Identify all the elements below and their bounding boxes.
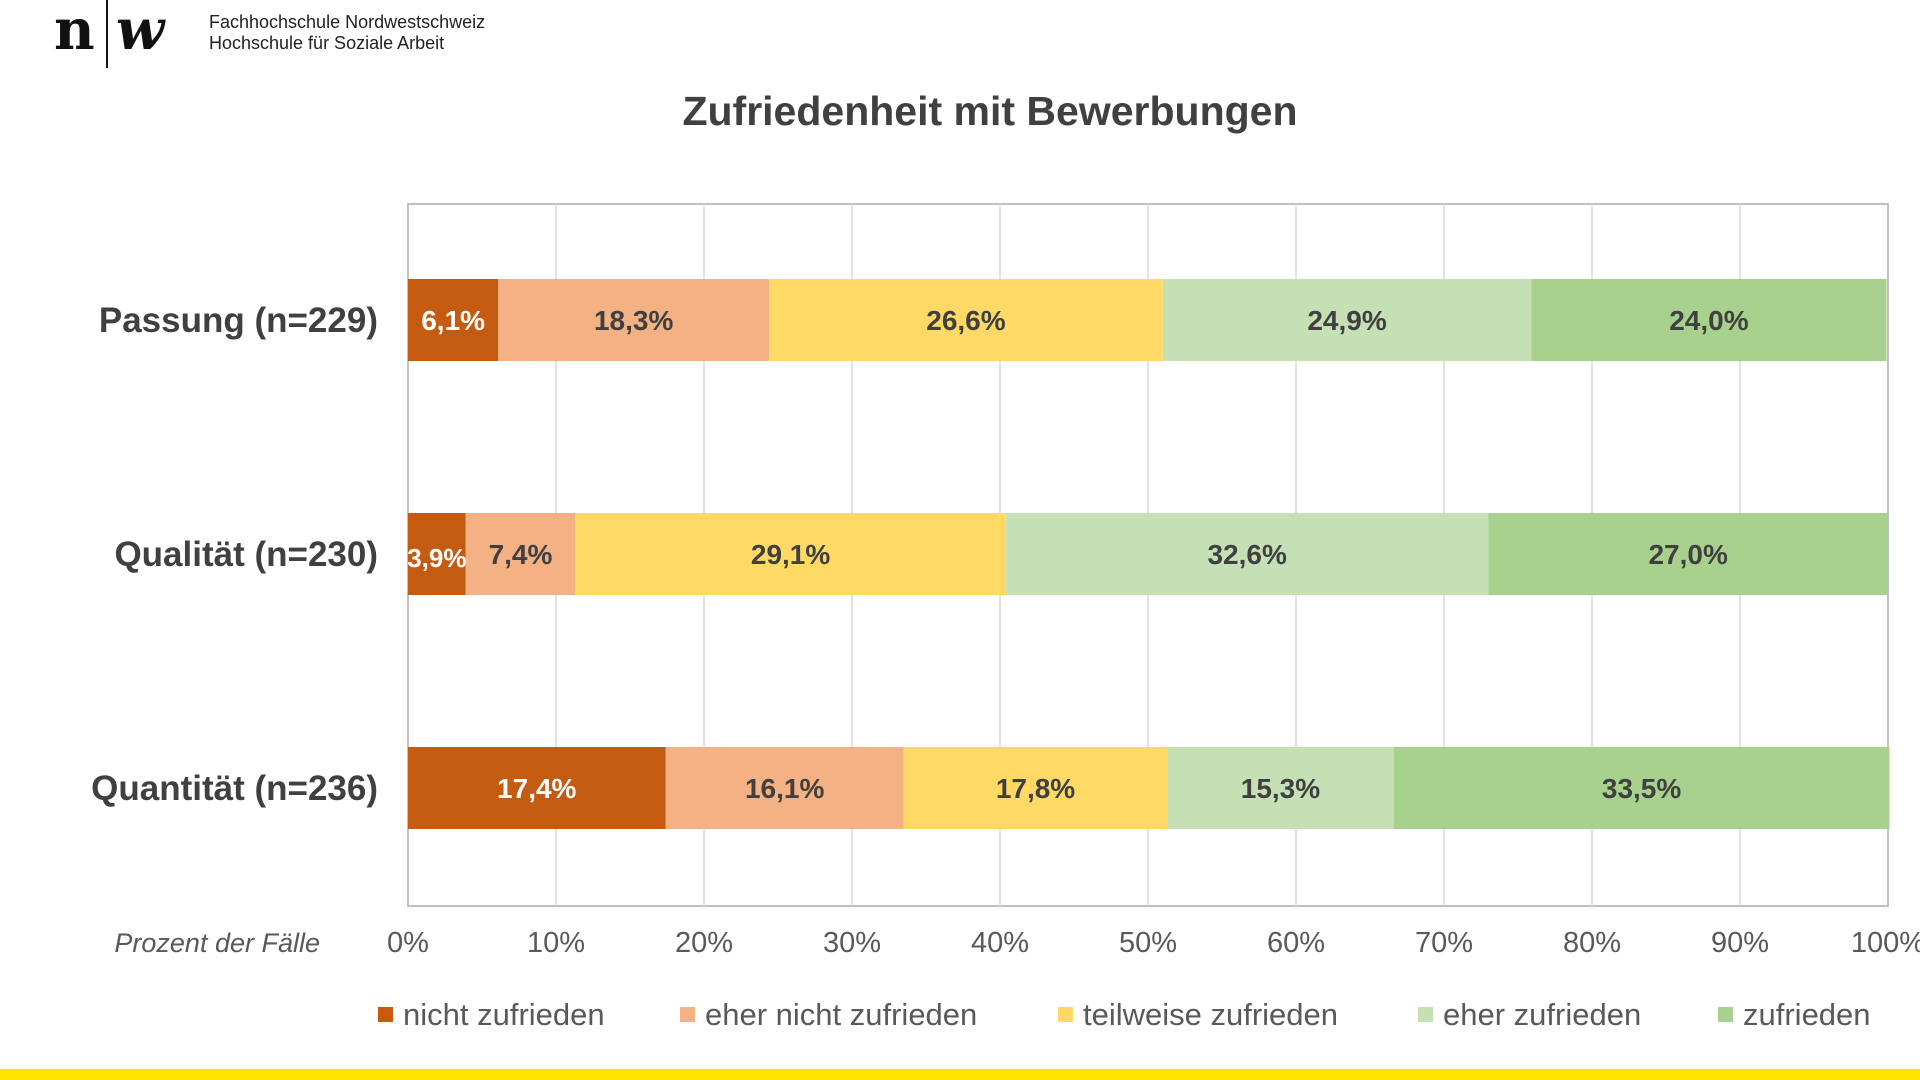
bar-segment (1531, 279, 1887, 361)
x-tick-label: 50% (1119, 927, 1177, 959)
x-tick-label: 60% (1267, 927, 1325, 959)
data-label: 7,4% (489, 539, 553, 570)
school-name: Fachhochschule Nordwestschweiz Hochschul… (209, 12, 485, 54)
bar-segment (465, 513, 576, 595)
bar-segment (1393, 747, 1890, 829)
data-label: 3,9% (407, 543, 466, 573)
data-label: 32,6% (1207, 539, 1286, 570)
x-tick-label: 80% (1563, 927, 1621, 959)
data-label: 24,9% (1307, 305, 1386, 336)
legend-swatch (378, 1007, 393, 1022)
bar-segment (903, 747, 1168, 829)
category-label: Qualität (n=230) (114, 535, 378, 574)
data-label: 16,1% (745, 773, 824, 804)
legend-swatch (1058, 1007, 1073, 1022)
legend-swatch (1418, 1007, 1433, 1022)
legend-label: zufrieden (1743, 997, 1871, 1032)
x-tick-label: 20% (675, 927, 733, 959)
school-line-2: Hochschule für Soziale Arbeit (209, 33, 445, 53)
data-label: 26,6% (926, 305, 1005, 336)
data-label: 33,5% (1602, 773, 1681, 804)
data-label: 17,8% (996, 773, 1075, 804)
legend-swatch (680, 1007, 695, 1022)
legend-label: eher zufrieden (1443, 997, 1641, 1032)
x-tick-label: 70% (1415, 927, 1473, 959)
data-label: 17,4% (497, 773, 576, 804)
legend-label: nicht zufrieden (403, 997, 605, 1032)
data-label: 29,1% (751, 539, 830, 570)
data-label: 27,0% (1648, 539, 1727, 570)
bar-segment (665, 747, 904, 829)
bar-segment (1167, 747, 1394, 829)
x-tick-label: 30% (823, 927, 881, 959)
bar-segment (575, 513, 1006, 595)
legend-label: teilweise zufrieden (1083, 997, 1338, 1032)
x-tick-label: 10% (527, 927, 585, 959)
x-tick-label: 0% (387, 927, 429, 959)
category-label: Passung (n=229) (99, 301, 378, 340)
x-tick-label: 90% (1711, 927, 1769, 959)
x-tick-label: 40% (971, 927, 1029, 959)
bar-segment (408, 279, 499, 361)
x-axis-label: Prozent der Fälle (114, 928, 320, 958)
data-label: 6,1% (421, 305, 485, 336)
logo-divider (106, 0, 108, 68)
bar-segment (408, 513, 466, 595)
legend-label: eher nicht zufrieden (705, 997, 977, 1032)
bar-segment (498, 279, 770, 361)
bar-segment (769, 279, 1163, 361)
data-label: 24,0% (1669, 305, 1748, 336)
x-tick-label: 100% (1851, 927, 1920, 959)
category-label: Quantität (n=236) (91, 769, 378, 808)
bar-segment (1488, 513, 1888, 595)
chart-title: Zufriedenheit mit Bewerbungen (682, 88, 1298, 134)
legend-swatch (1718, 1007, 1733, 1022)
school-line-1: Fachhochschule Nordwestschweiz (209, 12, 486, 32)
bar-segment (408, 747, 666, 829)
data-label: 15,3% (1241, 773, 1320, 804)
bar-segment (1005, 513, 1489, 595)
brand-band (0, 1069, 1920, 1080)
data-label: 18,3% (594, 305, 673, 336)
bar-segment (1162, 279, 1532, 361)
